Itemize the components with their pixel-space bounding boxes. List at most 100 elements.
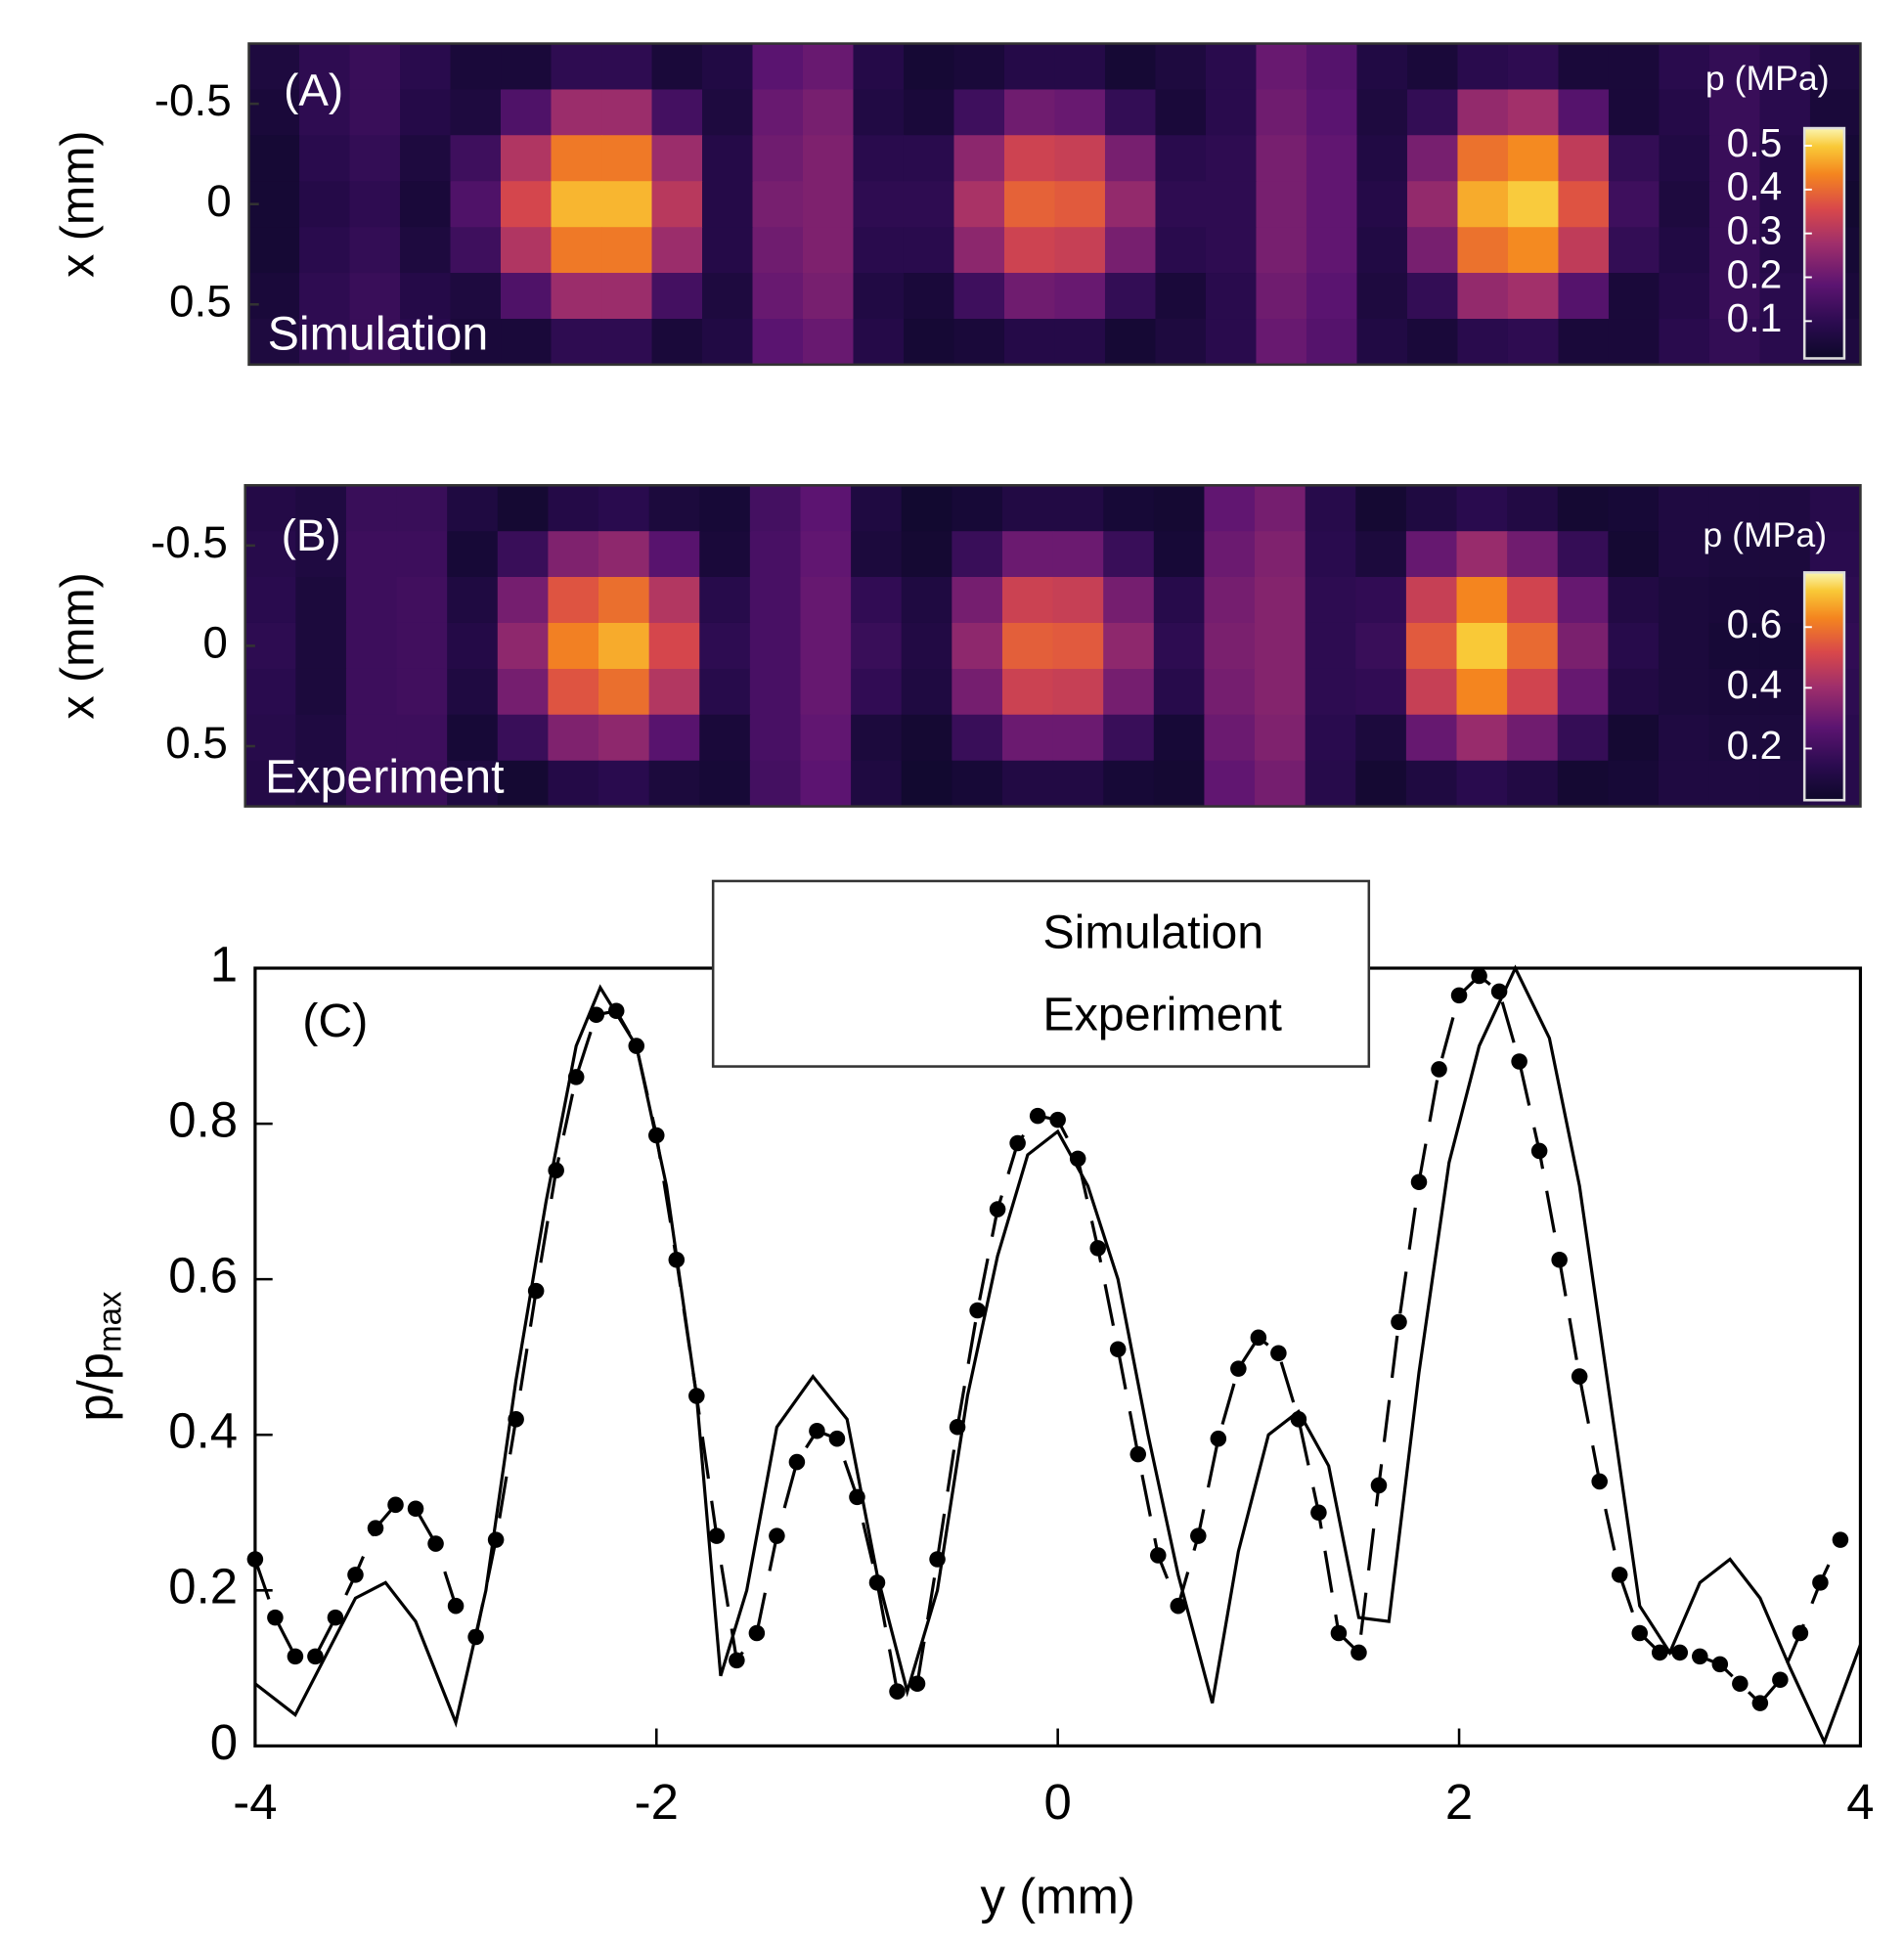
heatmap-cell — [598, 577, 650, 624]
heatmap-cell — [349, 135, 401, 182]
heatmap-cell — [1001, 531, 1054, 578]
heatmap-cell — [749, 531, 802, 578]
heatmap-cell — [1759, 273, 1811, 320]
heatmap-cell — [952, 760, 1003, 808]
heatmap-cell — [1155, 227, 1207, 274]
heatmap-cell — [345, 485, 398, 532]
heatmap-cell — [1306, 43, 1358, 91]
heatmap-cell — [1557, 577, 1610, 624]
heatmap-cell — [1003, 181, 1056, 228]
heatmap-cell — [396, 531, 448, 578]
heatmap-cell — [1405, 485, 1458, 532]
heatmap-cell — [299, 227, 351, 274]
heatmap-cell — [1054, 135, 1106, 182]
heatmap-cell — [1809, 43, 1862, 91]
heatmap-cell — [1759, 760, 1811, 808]
heatmap-cell — [400, 319, 452, 366]
heatmap-cell — [1507, 577, 1559, 624]
data-point — [628, 1038, 645, 1054]
data-point — [828, 1430, 846, 1447]
heatmap-cell — [244, 531, 297, 578]
heatmap-cell — [497, 485, 550, 532]
heatmap-cell — [802, 135, 855, 182]
heatmap-cell — [1355, 760, 1407, 808]
heatmap-cell — [548, 577, 599, 624]
heatmap-cell — [1405, 622, 1458, 670]
heatmap-cell — [699, 760, 751, 808]
heatmap-cell — [1103, 760, 1155, 808]
heatmap-cell — [901, 622, 953, 670]
heatmap-cell — [447, 485, 499, 532]
heatmap-cell — [345, 622, 398, 670]
heatmap-cell — [1155, 135, 1207, 182]
heatmap-cell — [651, 135, 703, 182]
data-point — [889, 1683, 906, 1700]
series-line — [253, 973, 1842, 1705]
data-point — [1290, 1411, 1307, 1428]
heatmap-cell — [1001, 577, 1054, 624]
heatmap-cell — [953, 43, 1005, 91]
heatmap-cell — [648, 714, 701, 762]
data-point — [1471, 967, 1487, 985]
data-point — [929, 1551, 946, 1568]
heatmap-cell — [701, 319, 754, 366]
heatmap-cell — [1759, 668, 1811, 716]
heatmap-cell — [1103, 485, 1155, 532]
heatmap-cell — [1104, 89, 1157, 137]
heatmap-cell — [1456, 485, 1508, 532]
heatmap-cell — [1558, 135, 1610, 182]
heatmap-cell — [1204, 577, 1256, 624]
heatmap-cell — [501, 43, 553, 91]
heatmap-cell — [651, 273, 703, 320]
heatmap-cell — [1659, 43, 1710, 91]
heatmap-cell — [802, 227, 855, 274]
heatmap-cell — [901, 668, 953, 716]
heatmap-cell — [598, 714, 650, 762]
heatmap-cell — [1708, 577, 1760, 624]
heatmap-cell — [1305, 760, 1357, 808]
heatmap-cell — [1406, 89, 1459, 137]
data-point — [1611, 1567, 1628, 1583]
heatmap-cell — [851, 485, 903, 532]
heatmap-cell — [1708, 714, 1760, 762]
heatmap-cell — [244, 577, 297, 624]
heatmap-cell — [1406, 227, 1459, 274]
data-point — [1772, 1671, 1789, 1689]
heatmap-cell — [752, 181, 804, 228]
heatmap-cell — [601, 135, 653, 182]
heatmap-cell — [295, 577, 347, 624]
heatmap-cell — [1507, 273, 1560, 320]
heatmap-cell — [1406, 273, 1459, 320]
heatmap-cell — [400, 181, 452, 228]
heatmap-cell — [1708, 668, 1760, 716]
heatmap-cell — [1507, 89, 1560, 137]
x-tick-label: 2 — [1445, 1774, 1473, 1830]
colorbar-tick-label: 0.3 — [1727, 207, 1783, 252]
heatmap-cell — [1759, 181, 1811, 228]
heatmap-cell — [450, 227, 502, 274]
heatmap-cell — [501, 273, 553, 320]
heatmap-cell — [1001, 485, 1054, 532]
heatmap-cell — [501, 181, 553, 228]
y-tick-label: 0.2 — [168, 1559, 238, 1615]
heatmap-cell — [1659, 135, 1710, 182]
heatmap-cell — [1256, 135, 1307, 182]
colorbar-tick-label: 0.5 — [1727, 120, 1783, 165]
heatmap-cell — [1306, 89, 1358, 137]
data-point — [1089, 1240, 1106, 1257]
heatmap-cell — [800, 668, 852, 716]
data-point — [1250, 1329, 1267, 1347]
heatmap-cell — [1406, 181, 1459, 228]
heatmap-cell — [1003, 89, 1056, 137]
heatmap-cell — [548, 668, 599, 716]
heatmap-cell — [699, 714, 751, 762]
heatmap-cell — [295, 622, 347, 670]
x-tick-label: -2 — [635, 1774, 679, 1830]
heatmap-cell — [1153, 485, 1206, 532]
panel-label: (B) — [282, 510, 341, 560]
heatmap-cell — [701, 181, 754, 228]
heatmap-cell — [1659, 89, 1710, 137]
y-tick-label: 0.8 — [168, 1092, 238, 1148]
heatmap-cell — [349, 43, 401, 91]
